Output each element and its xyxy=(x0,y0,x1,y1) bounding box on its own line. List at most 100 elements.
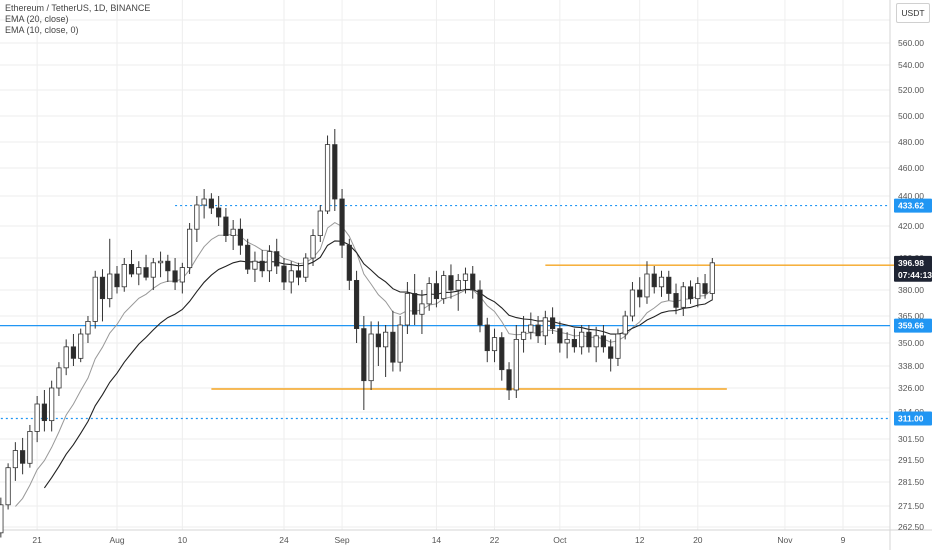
candle xyxy=(172,258,178,290)
candle xyxy=(92,270,98,329)
candle-body xyxy=(208,198,214,209)
candle-body xyxy=(535,324,541,337)
candle xyxy=(397,316,403,372)
candle-body xyxy=(165,260,171,272)
candle-body xyxy=(695,283,701,300)
candle-body xyxy=(34,403,40,432)
candle-body xyxy=(368,333,374,382)
candle-body xyxy=(245,244,251,270)
candle xyxy=(208,193,214,214)
candle xyxy=(201,189,207,219)
candle-body xyxy=(0,504,4,534)
candle xyxy=(484,317,490,363)
candle-body xyxy=(186,228,193,268)
candle-body xyxy=(658,276,665,288)
candle xyxy=(252,251,258,282)
candle-body xyxy=(491,337,498,352)
candle xyxy=(637,277,643,308)
candle-body xyxy=(404,293,411,326)
price-tick-label: 540.00 xyxy=(898,60,924,70)
candle xyxy=(644,261,650,304)
candle-body xyxy=(266,251,273,272)
candle xyxy=(150,258,156,290)
price-tick-label: 350.00 xyxy=(898,338,924,348)
candle-body xyxy=(470,273,476,291)
price-label-359-66-bg xyxy=(894,318,932,333)
candle-body xyxy=(702,283,708,294)
candle-body xyxy=(339,198,345,246)
time-tick-label: 12 xyxy=(635,535,645,545)
candle xyxy=(375,321,381,366)
candle-body xyxy=(20,450,26,464)
candle xyxy=(70,334,77,366)
candle xyxy=(477,280,483,333)
price-label-433-62-text: 433.62 xyxy=(898,201,924,211)
candle-body xyxy=(375,333,381,348)
candle xyxy=(550,307,556,334)
candle xyxy=(586,325,592,353)
price-tick-label: 365.00 xyxy=(898,311,924,321)
candle xyxy=(114,266,120,294)
legend-ema10: EMA (10, close, 0) xyxy=(5,25,79,35)
candle-body xyxy=(237,228,244,246)
price-tick-label: 291.50 xyxy=(898,455,924,465)
time-tick-label: Oct xyxy=(553,535,567,545)
candle xyxy=(266,245,273,282)
candle xyxy=(216,196,222,226)
currency-unit-button[interactable]: USDT xyxy=(896,3,930,23)
price-tick-label: 420.00 xyxy=(898,221,924,231)
candle xyxy=(107,238,113,308)
candle xyxy=(194,196,200,242)
time-tick-label: Nov xyxy=(777,535,793,545)
price-label-433-62: 433.62 xyxy=(894,198,932,213)
candle xyxy=(383,325,389,377)
candle-body xyxy=(629,289,636,317)
candle-body xyxy=(448,275,454,291)
candle-body xyxy=(593,335,599,348)
candle-body xyxy=(324,144,331,212)
candle xyxy=(557,321,563,353)
candle-body xyxy=(99,276,106,300)
chart-legend: Ethereum / TetherUS, 1D, BINANCE EMA (20… xyxy=(5,3,150,36)
price-tick-label: 301.50 xyxy=(898,434,924,444)
candle-body xyxy=(288,270,294,283)
candle-body xyxy=(455,279,461,291)
candle-body xyxy=(600,335,607,348)
candle-body xyxy=(143,267,149,278)
candle xyxy=(99,269,106,322)
candle-body xyxy=(506,369,512,391)
candle-body xyxy=(259,260,265,272)
candle-body xyxy=(564,338,570,344)
candle-body xyxy=(361,328,367,382)
candle xyxy=(136,261,142,286)
candle xyxy=(687,280,694,304)
time-tick-label: 9 xyxy=(841,535,846,545)
time-tick-label: 22 xyxy=(490,535,500,545)
candle xyxy=(404,282,411,334)
candle xyxy=(615,328,621,366)
price-label-433-62-bg xyxy=(894,198,932,213)
candle xyxy=(223,208,229,242)
candle xyxy=(353,270,360,343)
candle-body xyxy=(121,263,127,288)
price-tick-label: 500.00 xyxy=(898,111,924,121)
candle xyxy=(310,229,316,266)
candle-body xyxy=(201,198,207,206)
time-tick-label: 14 xyxy=(432,535,442,545)
candle xyxy=(245,238,251,274)
candle-body xyxy=(92,276,98,322)
candle xyxy=(368,321,374,390)
candle-body xyxy=(666,276,672,294)
candle xyxy=(680,282,686,316)
candle-body xyxy=(390,331,396,363)
time-tick-label: 21 xyxy=(32,535,42,545)
candle-body xyxy=(520,331,527,340)
candle xyxy=(85,316,91,343)
time-tick-label: 20 xyxy=(693,535,703,545)
price-tick-label: 262.50 xyxy=(898,522,924,532)
candle-body xyxy=(63,346,69,369)
candle xyxy=(259,250,265,278)
candle-body xyxy=(303,257,309,278)
